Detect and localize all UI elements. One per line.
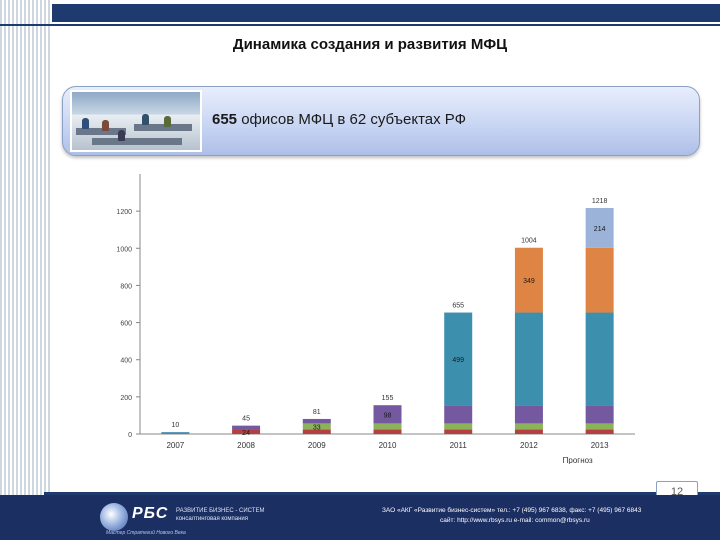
y-tick-label: 200 <box>120 395 132 402</box>
bar-segment <box>514 429 543 434</box>
bar-segment <box>585 312 614 406</box>
bar-segment <box>373 423 402 430</box>
bar-segment-label: 499 <box>452 357 464 364</box>
x-tick-label: 2011 <box>450 441 468 450</box>
bar-segment <box>585 429 614 434</box>
bar-segment <box>232 429 261 434</box>
bar-segment-label: 214 <box>594 226 606 233</box>
footer-divider <box>44 492 720 495</box>
x-tick-label: 2009 <box>308 441 326 450</box>
bar-total-label: 45 <box>242 416 250 423</box>
bar-total-label: 1004 <box>521 238 537 245</box>
y-tick-label: 600 <box>120 321 132 328</box>
bar-segment <box>514 423 543 430</box>
x-tick-label: 2013 <box>591 441 609 450</box>
company-logo-subtitle: РАЗВИТИЕ БИЗНЕС - СИСТЕМ консалтинговая … <box>176 507 264 523</box>
bar-total-label: 155 <box>382 395 394 402</box>
y-tick-label: 400 <box>120 358 132 365</box>
decorative-stripes <box>0 0 52 540</box>
bar-segment <box>161 432 190 434</box>
slide-title: Динамика создания и развития МФЦ <box>232 36 508 53</box>
logo-subtitle-line1: РАЗВИТИЕ БИЗНЕС - СИСТЕМ <box>176 508 265 514</box>
bar-segment-label: 98 <box>384 412 392 419</box>
top-divider <box>0 24 720 26</box>
bar-total-label: 10 <box>171 422 179 429</box>
bar-segment <box>373 429 402 434</box>
banner-text: 655 офисов МФЦ в 62 субъектах РФ <box>212 111 466 128</box>
bar-segment <box>302 429 331 434</box>
bar-segment <box>232 425 261 430</box>
banner-number: 655 <box>212 111 238 128</box>
x-tick-label: 2010 <box>379 441 397 450</box>
bar-segment <box>444 429 473 434</box>
bar-total-label: 1218 <box>592 198 608 205</box>
bar-segment <box>514 312 543 406</box>
contact-line-1: ЗАО «АКГ «Развитие бизнес-систем» тел.: … <box>382 507 642 514</box>
office-photo <box>70 90 202 152</box>
bar-segment <box>585 405 614 424</box>
x-tick-label: 2008 <box>237 441 255 450</box>
bar-segment <box>585 207 614 248</box>
x-tick-label: 2007 <box>166 441 184 450</box>
company-logo-name: РБС <box>132 505 169 522</box>
bar-segment <box>514 405 543 424</box>
y-tick-label: 0 <box>128 432 132 439</box>
banner-description: офисов МФЦ в 62 субъектах РФ <box>237 111 467 128</box>
bar-segment <box>444 405 473 424</box>
bar-segment <box>585 423 614 430</box>
bar-segment <box>444 423 473 430</box>
forecast-label: Прогноз <box>563 456 593 464</box>
bar-segment-label: 24 <box>242 430 250 437</box>
bar-chart: 0 200 400 600 800 1000 1200 2007 10 2008 45 24 2009 8… <box>116 174 635 464</box>
bar-segment <box>444 312 473 406</box>
bar-segment <box>514 247 543 313</box>
bar-total-label: 81 <box>313 409 321 416</box>
logo-subtitle-line2: консалтинговая компания <box>176 516 249 522</box>
bar-segment-label: 349 <box>523 278 535 285</box>
bar-segment <box>302 423 331 430</box>
x-tick-label: 2012 <box>520 441 538 450</box>
bar-segment <box>585 247 614 313</box>
y-tick-label: 1000 <box>116 246 132 253</box>
bar-segment <box>373 405 402 424</box>
globe-logo-icon <box>100 503 128 531</box>
bar-segment <box>302 418 331 424</box>
bar-total-label: 655 <box>452 303 464 310</box>
top-navy-bar <box>52 4 720 22</box>
y-tick-label: 1200 <box>116 209 132 216</box>
y-tick-label: 800 <box>120 283 132 290</box>
logo-tagline: Мастер Стратегий Нового Века <box>106 530 186 536</box>
contact-line-2: сайт: http://www.rbsys.ru e-mail: common… <box>440 517 590 524</box>
bar-segment-label: 33 <box>313 424 321 431</box>
